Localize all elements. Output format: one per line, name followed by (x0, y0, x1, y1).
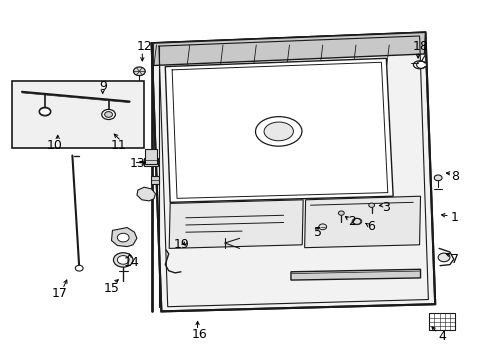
Circle shape (39, 107, 51, 116)
Circle shape (318, 224, 326, 230)
Text: 14: 14 (123, 256, 139, 269)
Polygon shape (165, 58, 392, 202)
Text: 13: 13 (130, 157, 145, 170)
Text: 15: 15 (103, 282, 119, 294)
Bar (150, 176, 159, 184)
Circle shape (102, 109, 115, 120)
Text: 18: 18 (412, 40, 427, 53)
Text: 17: 17 (52, 287, 67, 300)
Polygon shape (151, 32, 434, 311)
Circle shape (433, 175, 441, 181)
Circle shape (117, 233, 129, 242)
Circle shape (338, 211, 344, 215)
Bar (12, 81, 144, 148)
Text: 2: 2 (347, 215, 355, 228)
Text: 11: 11 (110, 139, 126, 152)
Text: 5: 5 (313, 226, 321, 239)
Bar (144, 149, 157, 164)
Text: 16: 16 (191, 328, 207, 341)
Polygon shape (137, 187, 155, 201)
Circle shape (104, 112, 112, 117)
Polygon shape (169, 200, 303, 248)
Circle shape (352, 219, 360, 224)
Text: 4: 4 (438, 330, 446, 343)
Bar (144, 158, 158, 166)
Circle shape (133, 67, 145, 76)
Circle shape (75, 265, 83, 271)
Ellipse shape (255, 117, 301, 146)
Polygon shape (290, 269, 420, 280)
Text: 12: 12 (136, 40, 152, 53)
Text: 3: 3 (382, 201, 389, 213)
Bar (428, 313, 454, 330)
Circle shape (416, 61, 426, 68)
Ellipse shape (264, 122, 293, 141)
Circle shape (437, 253, 449, 262)
Circle shape (117, 256, 129, 264)
Text: 8: 8 (450, 170, 458, 183)
Circle shape (113, 253, 133, 267)
Text: 1: 1 (450, 211, 458, 224)
Polygon shape (304, 196, 420, 248)
Polygon shape (111, 228, 137, 247)
Text: 9: 9 (100, 80, 107, 93)
Text: 10: 10 (47, 139, 62, 152)
Text: 7: 7 (450, 253, 458, 266)
Polygon shape (151, 32, 425, 66)
Text: 6: 6 (366, 220, 374, 233)
Circle shape (368, 203, 374, 207)
Text: 19: 19 (174, 238, 189, 251)
